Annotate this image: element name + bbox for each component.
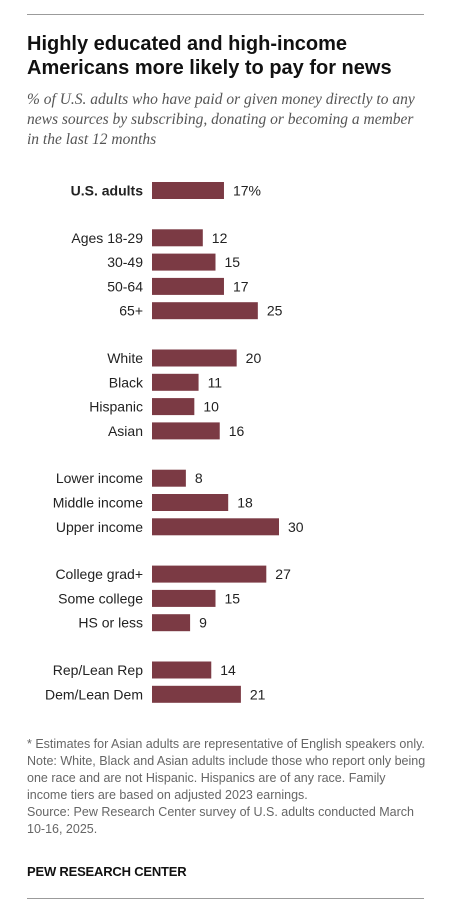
bar (152, 398, 195, 416)
chart-title: Highly educated and high-income American… (27, 33, 392, 79)
data-label: 16 (229, 423, 245, 439)
bar (152, 373, 199, 391)
bar (152, 253, 216, 271)
data-label: 12 (212, 230, 228, 246)
data-label: 14 (220, 662, 236, 678)
data-label: 18 (237, 495, 253, 511)
category-label: HS or less (78, 615, 143, 631)
category-label: College grad+ (55, 566, 143, 582)
data-label: 17% (233, 183, 261, 199)
category-label: Middle income (53, 495, 143, 511)
category-label: Rep/Lean Rep (53, 662, 144, 678)
bar (152, 349, 237, 367)
top-rule (27, 14, 424, 15)
bar-group: College grad+ 27 Some college 15 HS or less 9 (55, 565, 291, 632)
data-label: 15 (225, 254, 241, 270)
brand-logo-text: PEW RESEARCH CENTER (27, 864, 187, 879)
data-label: 9 (199, 615, 207, 631)
bar-group: Lower income 8 Middle income 18 Upper income… (53, 469, 304, 536)
category-label: 50-64 (107, 278, 143, 294)
category-label: Upper income (56, 519, 143, 535)
bar (152, 661, 212, 679)
data-label: 21 (250, 686, 266, 702)
bar (152, 302, 258, 320)
bar (152, 277, 224, 295)
bar-group: U.S. adults 17% (71, 182, 261, 199)
asterisk-note: * Estimates for Asian adults are represe… (27, 737, 425, 751)
category-label: Lower income (56, 470, 143, 486)
bar-group: Ages 18-29 12 30-49 15 50-64 17 65+ 25 (71, 229, 283, 320)
category-label: 30-49 (107, 254, 143, 270)
chart-notes: * Estimates for Asian adults are represe… (27, 736, 427, 838)
category-label: 65+ (119, 303, 143, 319)
category-label: Some college (58, 590, 143, 606)
data-label: 30 (288, 519, 304, 535)
category-label: Black (109, 374, 144, 390)
data-label: 20 (246, 350, 262, 366)
data-label: 11 (208, 374, 223, 390)
method-note: Note: White, Black and Asian adults incl… (27, 754, 426, 802)
category-label: U.S. adults (71, 183, 144, 199)
bar-chart: U.S. adults 17% Ages 18-29 12 30-49 15 50-64 17… (45, 182, 304, 703)
chart-subtitle: % of U.S. adults who have paid or given … (27, 91, 415, 148)
bar (152, 422, 220, 440)
bar (152, 685, 241, 703)
data-label: 25 (267, 303, 283, 319)
bar (152, 469, 186, 487)
category-label: Dem/Lean Dem (45, 686, 143, 702)
category-label: Hispanic (89, 399, 143, 415)
bar (152, 229, 203, 247)
bottom-rule (27, 898, 424, 899)
source-note: Source: Pew Research Center survey of U.… (27, 805, 414, 836)
bar (152, 589, 216, 607)
bar (152, 494, 229, 511)
bar (152, 518, 279, 536)
data-label: 17 (233, 278, 249, 294)
data-label: 15 (225, 590, 241, 606)
data-label: 27 (275, 566, 291, 582)
category-label: Ages 18-29 (71, 230, 143, 246)
bar (152, 614, 191, 632)
category-label: White (107, 350, 143, 366)
category-label: Asian (108, 423, 143, 439)
bar (152, 565, 267, 583)
data-label: 8 (195, 470, 203, 486)
bar-group: White 20 Black 11 Hispanic 10 Asian 16 (89, 349, 262, 440)
bar (152, 182, 224, 199)
data-label: 10 (203, 399, 219, 415)
bar-group: Rep/Lean Rep 14 Dem/Lean Dem 21 (45, 661, 266, 703)
